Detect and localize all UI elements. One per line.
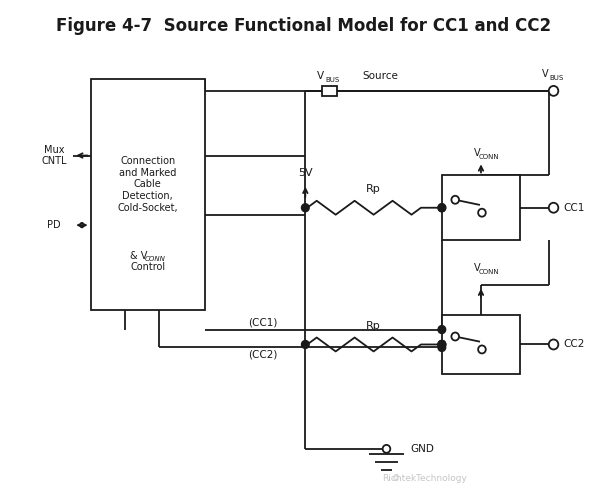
Circle shape <box>549 339 558 349</box>
Circle shape <box>438 204 446 212</box>
Text: V: V <box>474 148 481 158</box>
Text: & V: & V <box>131 251 148 261</box>
Text: ©: © <box>392 474 400 483</box>
Bar <box>90 79 205 310</box>
Text: V: V <box>474 263 481 273</box>
Circle shape <box>302 340 309 348</box>
Circle shape <box>438 340 446 348</box>
Circle shape <box>438 204 446 212</box>
Circle shape <box>452 332 459 340</box>
Text: 5V: 5V <box>298 168 313 178</box>
Circle shape <box>438 325 446 333</box>
Text: (CC1): (CC1) <box>248 317 277 327</box>
Circle shape <box>549 203 558 213</box>
Text: Figure 4-7  Source Functional Model for CC1 and CC2: Figure 4-7 Source Functional Model for C… <box>56 17 551 35</box>
Text: CONN: CONN <box>479 154 500 160</box>
Circle shape <box>478 345 486 353</box>
Circle shape <box>438 343 446 351</box>
Text: Rp: Rp <box>366 184 381 194</box>
Circle shape <box>438 340 446 348</box>
Text: GND: GND <box>410 444 434 454</box>
Bar <box>322 86 337 96</box>
Bar <box>442 315 520 374</box>
Circle shape <box>302 204 309 212</box>
Text: BUS: BUS <box>550 75 564 81</box>
Text: CC2: CC2 <box>563 339 585 349</box>
Circle shape <box>478 209 486 217</box>
Text: Connection
and Marked
Cable
Detection,
Cold-Socket,: Connection and Marked Cable Detection, C… <box>118 156 178 213</box>
Text: Source: Source <box>362 71 398 81</box>
Text: RichtekTechnology: RichtekTechnology <box>382 474 467 483</box>
Text: CONN: CONN <box>479 269 500 275</box>
Text: CONN: CONN <box>145 256 166 262</box>
Text: V: V <box>542 69 549 79</box>
Text: Control: Control <box>131 262 165 272</box>
Text: CC1: CC1 <box>563 203 585 213</box>
Circle shape <box>382 445 390 453</box>
Circle shape <box>452 196 459 204</box>
Text: Rp: Rp <box>366 320 381 330</box>
Text: PD: PD <box>47 220 61 230</box>
Circle shape <box>549 86 558 96</box>
Text: V: V <box>317 71 324 81</box>
Bar <box>442 176 520 240</box>
Text: (CC2): (CC2) <box>248 349 277 359</box>
Circle shape <box>438 340 446 348</box>
Text: BUS: BUS <box>325 77 340 83</box>
Text: Mux
CNTL: Mux CNTL <box>41 145 67 166</box>
